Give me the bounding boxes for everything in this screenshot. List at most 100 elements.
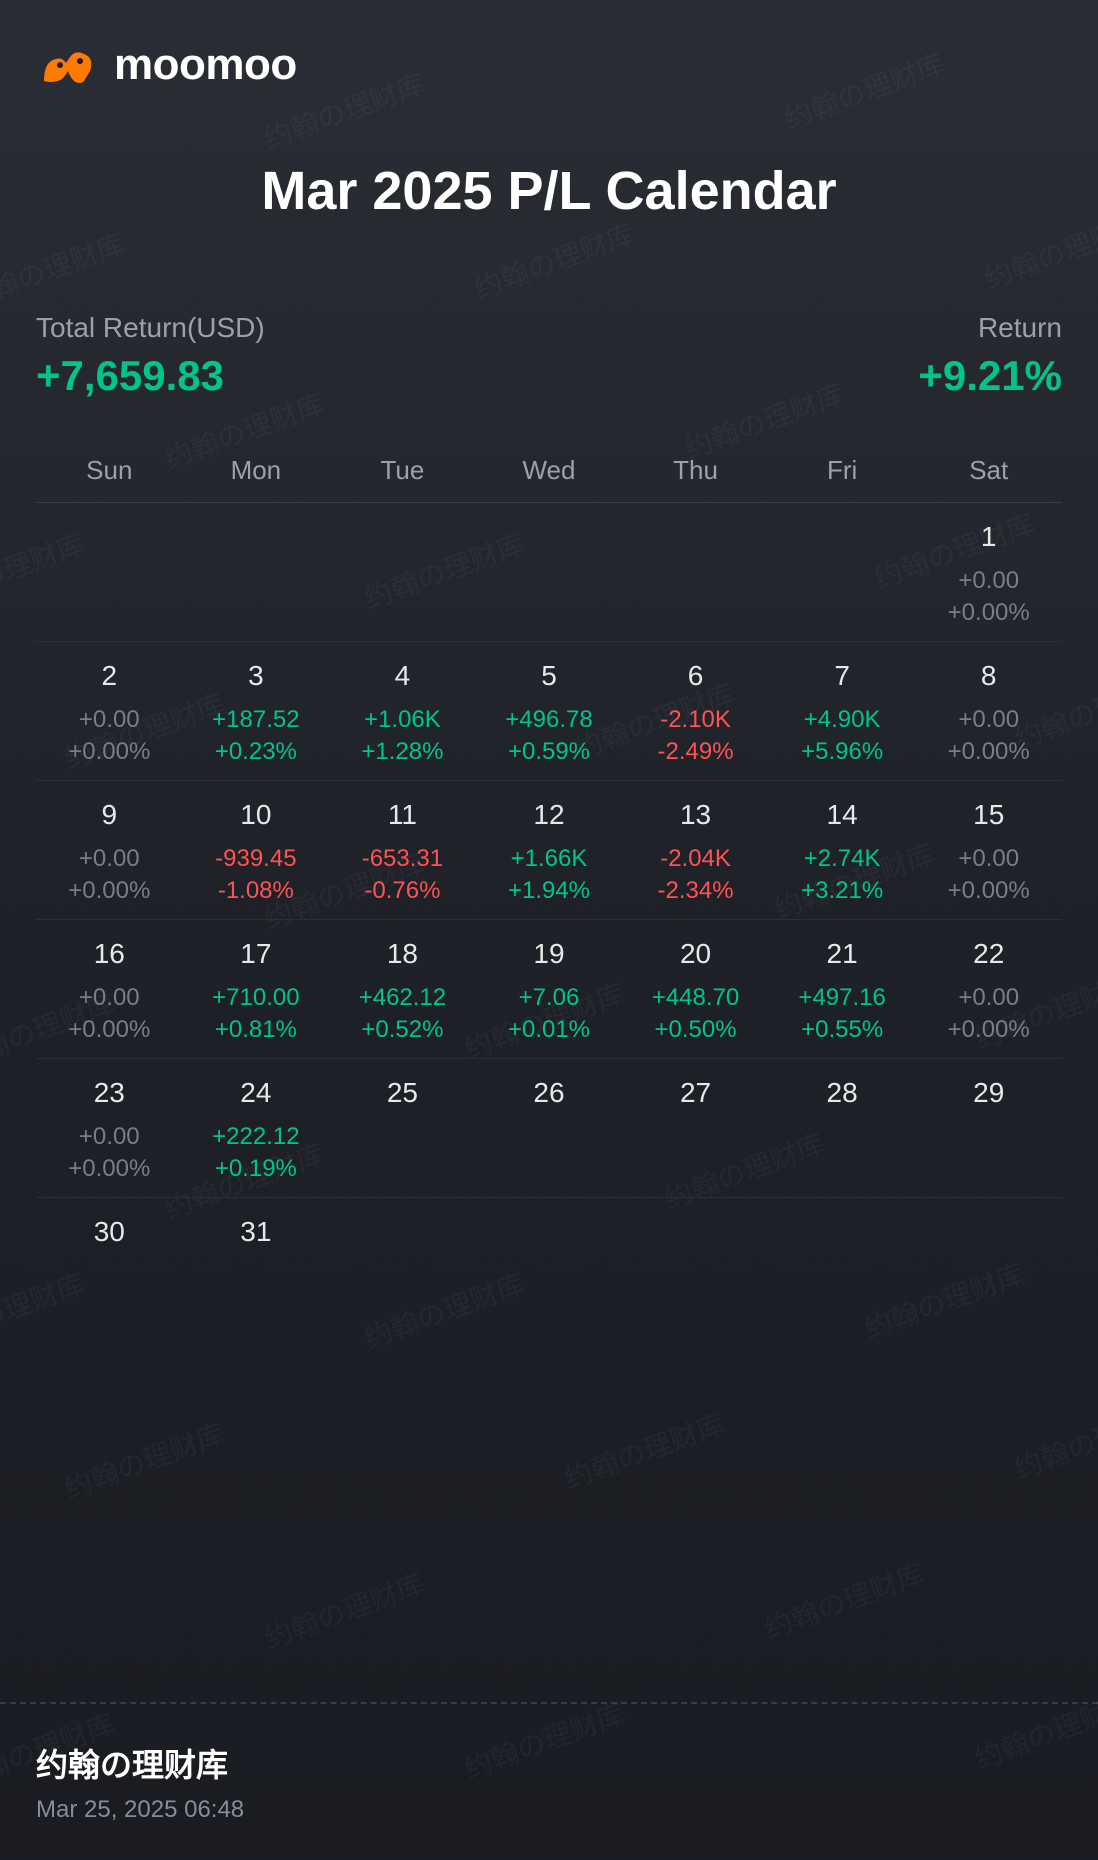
day-percent: +0.00% [68, 738, 150, 766]
day-percent: -1.08% [218, 877, 294, 905]
day-number: 19 [533, 938, 564, 970]
calendar-day-cell: 18+462.12+0.52% [329, 938, 476, 1044]
day-number: 3 [248, 660, 264, 692]
day-amount: +0.00 [958, 845, 1019, 873]
calendar-day-cell: 15+0.00+0.00% [915, 799, 1062, 905]
day-number: 12 [533, 799, 564, 831]
calendar-day-cell: 26 [476, 1077, 623, 1183]
day-number: 8 [981, 660, 997, 692]
calendar-day-cell: 23+0.00+0.00% [36, 1077, 183, 1183]
moomoo-logo-icon [36, 41, 100, 89]
day-amount: +0.00 [79, 1123, 140, 1151]
calendar-day-cell [183, 521, 330, 627]
calendar-day-cell: 19+7.06+0.01% [476, 938, 623, 1044]
day-percent: +0.00% [948, 1016, 1030, 1044]
day-percent: +5.96% [801, 738, 883, 766]
weekday-label: Sat [915, 455, 1062, 486]
day-number: 15 [973, 799, 1004, 831]
calendar-day-cell [622, 521, 769, 627]
calendar-day-cell: 11 -653.31 -0.76% [329, 799, 476, 905]
day-percent: +0.00% [68, 1155, 150, 1183]
day-percent: +0.00% [68, 877, 150, 905]
day-percent: -2.49% [658, 738, 734, 766]
day-percent: +0.00% [68, 1016, 150, 1044]
day-number: 10 [240, 799, 271, 831]
day-number: 18 [387, 938, 418, 970]
calendar-day-cell: 8+0.00+0.00% [915, 660, 1062, 766]
day-number: 13 [680, 799, 711, 831]
watermark: 约翰の理财库 [758, 1552, 930, 1647]
day-amount: -653.31 [362, 845, 443, 873]
weekday-label: Mon [183, 455, 330, 486]
day-amount: +1.66K [511, 845, 588, 873]
calendar-day-cell: 27 [622, 1077, 769, 1183]
day-number: 11 [388, 799, 417, 831]
weekday-label: Thu [622, 455, 769, 486]
day-percent: +1.28% [361, 738, 443, 766]
weekday-label: Sun [36, 455, 183, 486]
calendar-day-cell [915, 1216, 1062, 1322]
calendar-day-cell: 16+0.00+0.00% [36, 938, 183, 1044]
day-number: 2 [101, 660, 117, 692]
page-title: Mar 2025 P/L Calendar [36, 160, 1062, 222]
day-number: 14 [827, 799, 858, 831]
calendar-week-row: 2+0.00+0.00%3+187.52+0.23%4+1.06K+1.28%5… [36, 642, 1062, 781]
calendar-week-row: 1+0.00+0.00% [36, 503, 1062, 642]
day-number: 29 [973, 1077, 1004, 1109]
day-number: 20 [680, 938, 711, 970]
day-amount: +222.12 [212, 1123, 299, 1151]
calendar-day-cell: 7+4.90K+5.96% [769, 660, 916, 766]
day-percent: +0.52% [361, 1016, 443, 1044]
day-number: 4 [395, 660, 411, 692]
weekday-header-row: SunMonTueWedThuFriSat [36, 455, 1062, 503]
day-number: 31 [240, 1216, 271, 1248]
footer-timestamp: Mar 25, 2025 06:48 [36, 1796, 1062, 1824]
day-amount: -2.10K [660, 706, 731, 734]
day-percent: +0.59% [508, 738, 590, 766]
weekday-label: Wed [476, 455, 623, 486]
calendar-week-row: 30 31 [36, 1198, 1062, 1336]
day-amount: +0.00 [79, 984, 140, 1012]
day-number: 28 [827, 1077, 858, 1109]
calendar-day-cell: 12+1.66K+1.94% [476, 799, 623, 905]
day-number: 26 [533, 1077, 564, 1109]
calendar-day-cell: 22+0.00+0.00% [915, 938, 1062, 1044]
calendar-day-cell [769, 1216, 916, 1322]
day-amount: +4.90K [804, 706, 881, 734]
logo-text: moomoo [114, 40, 297, 90]
return-percent: +9.21% [918, 352, 1062, 400]
calendar-day-cell [622, 1216, 769, 1322]
day-number: 25 [387, 1077, 418, 1109]
day-amount: +0.00 [958, 984, 1019, 1012]
calendar-week-row: 16+0.00+0.00%17+710.00+0.81%18+462.12+0.… [36, 920, 1062, 1059]
calendar-day-cell: 13-2.04K-2.34% [622, 799, 769, 905]
calendar-day-cell: 20+448.70+0.50% [622, 938, 769, 1044]
calendar-day-cell [476, 1216, 623, 1322]
calendar-day-cell: 30 [36, 1216, 183, 1322]
day-amount: +2.74K [804, 845, 881, 873]
day-amount: +0.00 [79, 845, 140, 873]
day-percent: -0.76% [364, 877, 440, 905]
calendar-day-cell: 31 [183, 1216, 330, 1322]
day-number: 9 [101, 799, 117, 831]
watermark: 约翰の理财库 [558, 1402, 730, 1497]
summary-row: Total Return(USD) +7,659.83 Return +9.21… [36, 312, 1062, 400]
day-amount: +0.00 [79, 706, 140, 734]
day-number: 17 [240, 938, 271, 970]
day-percent: -2.34% [658, 877, 734, 905]
calendar-day-cell: 9 +0.00 +0.00% [36, 799, 183, 905]
day-number: 30 [94, 1216, 125, 1248]
calendar-day-cell: 6-2.10K-2.49% [622, 660, 769, 766]
watermark: 约翰の理财库 [1008, 1392, 1098, 1487]
logo-row: moomoo [36, 40, 1062, 90]
day-amount: +7.06 [519, 984, 580, 1012]
calendar-day-cell: 2 +0.00 +0.00% [36, 660, 183, 766]
calendar-day-cell [329, 1216, 476, 1322]
day-percent: +0.50% [655, 1016, 737, 1044]
day-percent: +0.19% [215, 1155, 297, 1183]
calendar-week-row: 23+0.00+0.00%24+222.12+0.19%2526272829 [36, 1059, 1062, 1198]
day-number: 5 [541, 660, 557, 692]
weekday-label: Tue [329, 455, 476, 486]
calendar-day-cell: 10-939.45-1.08% [183, 799, 330, 905]
calendar-day-cell: 1+0.00+0.00% [915, 521, 1062, 627]
